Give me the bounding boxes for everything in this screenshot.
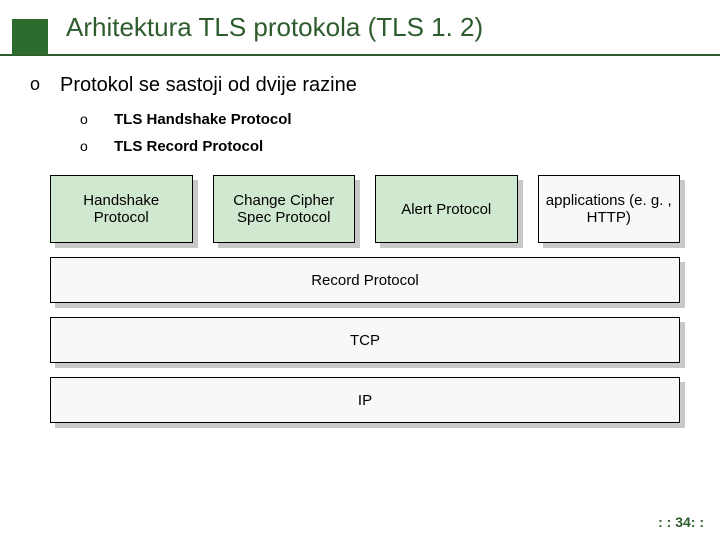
sub-bullet-1-text: TLS Handshake Protocol [114, 111, 292, 128]
applications-box: applications (e. g. , HTTP) [538, 175, 681, 243]
cipher-spec-box: Change Cipher Spec Protocol [213, 175, 356, 243]
main-bullet: o Protokol se sastoji od dvije razine [30, 74, 680, 97]
applications-box-wrap: applications (e. g. , HTTP) [538, 175, 681, 243]
sub-bullet-2: o TLS Record Protocol [80, 138, 680, 155]
record-layer-row: Record Protocol [50, 257, 680, 303]
tcp-layer-row: TCP [50, 317, 680, 363]
handshake-protocol-box: Handshake Protocol [50, 175, 193, 243]
ip-layer-row: IP [50, 377, 680, 423]
sub-bullet-2-text: TLS Record Protocol [114, 138, 263, 155]
ip-box: IP [50, 377, 680, 423]
main-bullet-text: Protokol se sastoji od dvije razine [60, 74, 357, 97]
cipher-spec-box-wrap: Change Cipher Spec Protocol [213, 175, 356, 243]
sub-bullet-list: o TLS Handshake Protocol o TLS Record Pr… [80, 111, 680, 155]
sub-bullet-1: o TLS Handshake Protocol [80, 111, 680, 128]
bullet-marker: o [30, 74, 60, 95]
content-area: o Protokol se sastoji od dvije razine o … [0, 56, 720, 155]
bullet-marker: o [80, 138, 114, 154]
page-number: : : 34: : [658, 514, 704, 530]
title-bar: Arhitektura TLS protokola (TLS 1. 2) [0, 0, 720, 56]
tcp-box: TCP [50, 317, 680, 363]
bullet-marker: o [80, 111, 114, 127]
alert-box-wrap: Alert Protocol [375, 175, 518, 243]
slide-title: Arhitektura TLS protokola (TLS 1. 2) [66, 12, 483, 43]
handshake-box-wrap: Handshake Protocol [50, 175, 193, 243]
alert-protocol-box: Alert Protocol [375, 175, 518, 243]
top-protocol-row: Handshake Protocol Change Cipher Spec Pr… [50, 175, 680, 243]
slide-logo [12, 19, 48, 55]
tls-stack-diagram: Handshake Protocol Change Cipher Spec Pr… [50, 175, 680, 423]
record-protocol-box: Record Protocol [50, 257, 680, 303]
